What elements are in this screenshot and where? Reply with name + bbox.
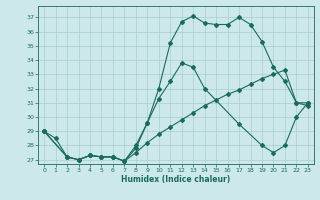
X-axis label: Humidex (Indice chaleur): Humidex (Indice chaleur) (121, 175, 231, 184)
